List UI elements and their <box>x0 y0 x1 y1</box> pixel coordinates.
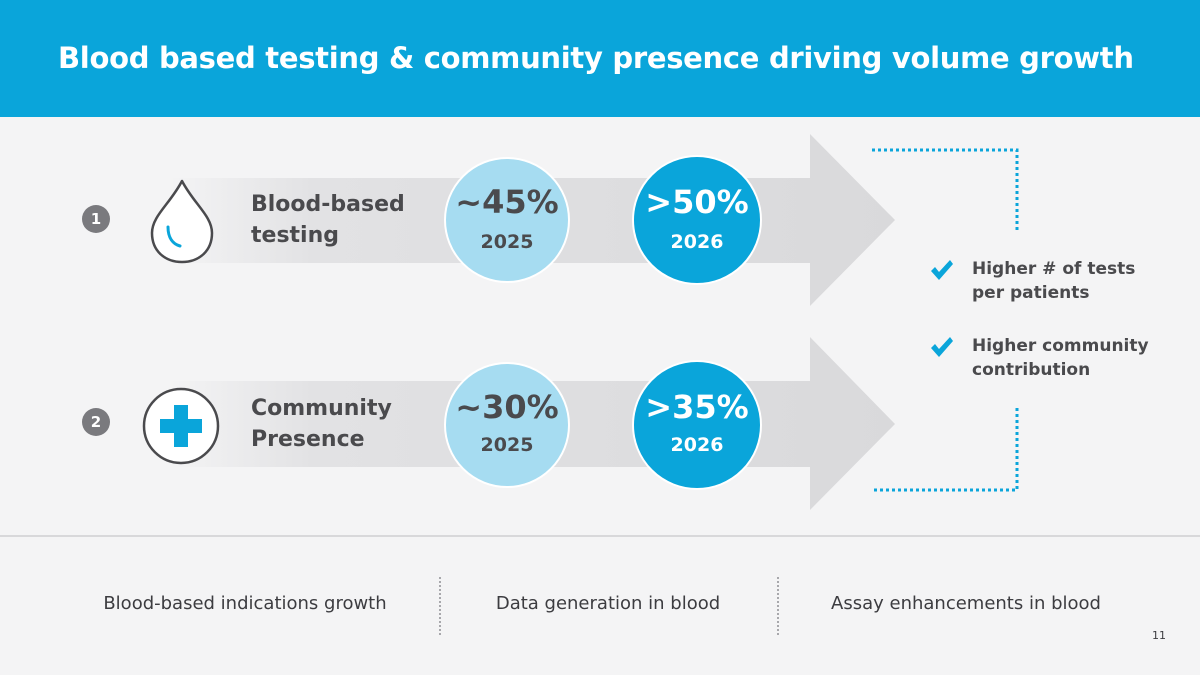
blood-drop-icon <box>150 179 214 264</box>
benefit-text: Higher # of tests per patients <box>972 257 1182 305</box>
header-bar: Blood based testing & community presence… <box>0 0 1200 117</box>
row-1-label-line1: Blood-based <box>251 192 405 217</box>
row-2-label: Community Presence <box>251 393 392 455</box>
checkmark-icon <box>931 337 953 357</box>
footer-item-assay: Assay enhancements in blood <box>831 593 1101 614</box>
row-2-value-2026: >35% <box>645 388 749 426</box>
medical-cross-icon <box>142 387 220 465</box>
row-1-label-line2: testing <box>251 223 339 248</box>
page-title: Blood based testing & community presence… <box>58 41 1134 75</box>
row-1-value-2026: >50% <box>645 183 749 221</box>
footer-divider <box>0 535 1200 537</box>
row-2-label-line2: Presence <box>251 427 365 452</box>
bracket-top <box>872 148 1019 232</box>
benefit-line1: Higher # of tests <box>972 259 1136 279</box>
footer-item-indications: Blood-based indications growth <box>103 593 387 614</box>
footer-separator <box>439 577 441 635</box>
row-1-number-badge: 1 <box>82 205 110 233</box>
benefit-text: Higher community contribution <box>972 334 1182 382</box>
benefit-line2: per patients <box>972 283 1090 303</box>
checkmark-icon <box>931 260 953 280</box>
benefit-line1: Higher community <box>972 336 1149 356</box>
benefit-line2: contribution <box>972 360 1091 380</box>
row-1-year-2026: 2026 <box>670 231 724 253</box>
row-1-year-2025: 2025 <box>480 231 534 253</box>
growth-diagram <box>142 134 1019 510</box>
footer-item-data-generation: Data generation in blood <box>495 593 721 614</box>
row-1-value-2025: ~45% <box>455 183 559 221</box>
row-2-year-2025: 2025 <box>480 434 534 456</box>
bracket-bottom <box>872 408 1019 492</box>
row-1-circle-2026 <box>632 155 762 285</box>
row-2-value-2025: ~30% <box>455 388 559 426</box>
page-number: 11 <box>1152 629 1166 642</box>
row-1-label: Blood-based testing <box>251 189 405 251</box>
row-2-year-2026: 2026 <box>670 434 724 456</box>
row-2-number-badge: 2 <box>82 408 110 436</box>
footer-separator <box>777 577 779 635</box>
row-2-circle-2025 <box>444 362 570 488</box>
row-2-circle-2026 <box>632 360 762 490</box>
row-2-label-line1: Community <box>251 396 392 421</box>
row-1-circle-2025 <box>444 157 570 283</box>
